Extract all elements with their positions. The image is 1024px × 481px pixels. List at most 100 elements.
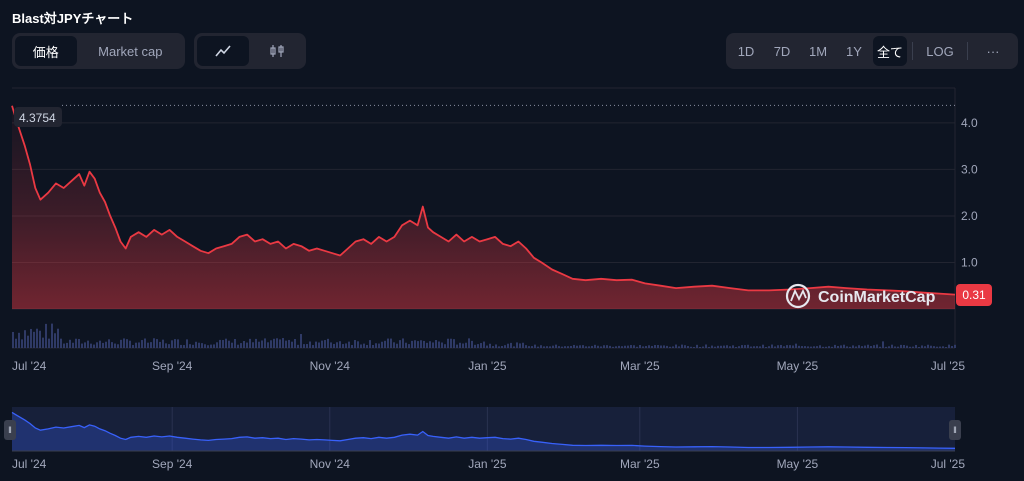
volume-bar	[954, 344, 956, 348]
grip-icon: ‖	[953, 425, 957, 435]
volume-bar	[756, 346, 758, 348]
volume-bar	[810, 346, 812, 348]
volume-bar	[69, 339, 71, 348]
navigator-area	[12, 412, 955, 451]
volume-bar	[96, 342, 98, 348]
volume-bar	[78, 339, 80, 348]
volume-bar	[867, 344, 869, 348]
volume-bar	[210, 344, 212, 348]
volume-bar	[948, 344, 950, 348]
range-1m[interactable]: 1M	[808, 43, 828, 59]
volume-bar	[492, 346, 494, 348]
volume-bar	[300, 334, 302, 348]
volume-bar	[612, 346, 614, 348]
volume-bar	[573, 344, 575, 348]
volume-bar	[420, 340, 422, 348]
volume-bar	[363, 343, 365, 348]
volume-bar	[639, 345, 641, 348]
volume-bar	[468, 338, 470, 348]
volume-bar	[360, 344, 362, 348]
volume-bar	[804, 346, 806, 348]
volume-bar	[12, 331, 14, 348]
line-chart-button[interactable]	[197, 36, 249, 66]
volume-bar	[783, 346, 785, 348]
volume-bar	[327, 338, 329, 348]
volume-bar	[705, 344, 707, 348]
volume-bar	[318, 342, 320, 348]
navigator-x-tick-label: Jan '25	[468, 457, 507, 471]
volume-bar	[744, 345, 746, 348]
volume-bar	[105, 341, 107, 348]
volume-bar	[699, 346, 701, 348]
volume-bar	[645, 346, 647, 348]
volume-bar	[90, 343, 92, 348]
volume-bar	[141, 340, 143, 348]
more-options-button[interactable]: ···	[986, 43, 1000, 59]
volume-bar	[912, 346, 914, 348]
volume-bar	[60, 338, 62, 348]
log-scale-button[interactable]: LOG	[926, 43, 954, 59]
volume-bar	[273, 338, 275, 348]
volume-bar	[600, 346, 602, 348]
range-1y[interactable]: 1Y	[846, 43, 862, 59]
volume-bar	[708, 346, 710, 348]
volume-bar	[366, 344, 368, 348]
volume-bar	[405, 342, 407, 348]
volume-bar	[657, 345, 659, 348]
volume-bar	[447, 338, 449, 348]
volume-bar	[747, 344, 749, 348]
volume-bar	[828, 346, 830, 348]
volume-bar	[387, 338, 389, 348]
candlestick-button[interactable]	[251, 36, 303, 66]
high-price-label: 4.3754	[14, 107, 62, 127]
volume-bar	[903, 344, 905, 348]
volume-bar	[693, 346, 695, 348]
x-axis: Jul '24 Sep '24 Nov '24 Jan '25 Mar '25 May '…	[12, 359, 965, 373]
volume-bar	[189, 344, 191, 348]
tab-price[interactable]: 価格	[15, 36, 77, 66]
volume-bar	[477, 344, 479, 348]
volume-bar	[411, 340, 413, 348]
coinmarketcap-watermark: CoinMarketCap	[785, 283, 936, 309]
volume-bar	[837, 345, 839, 348]
range-all[interactable]: 全て	[873, 36, 907, 66]
volume-bar	[852, 345, 854, 348]
navigator-handle-left[interactable]: ‖	[4, 420, 16, 440]
volume-bar	[138, 342, 140, 348]
tab-market-cap[interactable]: Market cap	[98, 43, 163, 59]
range-7d[interactable]: 7D	[773, 43, 791, 59]
volume-bar	[801, 346, 803, 348]
volume-bar	[483, 341, 485, 348]
navigator	[11, 407, 956, 452]
navigator-handle-right[interactable]: ‖	[949, 420, 961, 440]
watermark-text: CoinMarketCap	[818, 289, 936, 306]
volume-bar	[255, 338, 257, 348]
volume-bar	[321, 340, 323, 348]
volume-bar	[240, 343, 242, 348]
volume-bar	[480, 343, 482, 348]
volume-bar	[636, 346, 638, 348]
range-1d[interactable]: 1D	[737, 43, 755, 59]
volume-bar	[780, 344, 782, 348]
volume-bar	[150, 342, 152, 348]
volume-bar	[291, 341, 293, 348]
range-selector: 1D 7D 1M 1Y 全て LOG ···	[726, 33, 1018, 69]
volume-bar	[462, 343, 464, 348]
volume-bar	[57, 328, 59, 348]
volume-bar	[198, 342, 200, 348]
price-area-fill	[12, 105, 955, 309]
volume-bar	[375, 343, 377, 348]
volume-bar	[603, 345, 605, 348]
volume-bar	[27, 335, 29, 348]
volume-bar	[66, 342, 68, 348]
volume-bar	[183, 345, 185, 348]
volume-bar	[921, 345, 923, 348]
y-tick-label: 2.0	[961, 209, 978, 223]
volume-bar	[687, 346, 689, 348]
volume-bar	[606, 345, 608, 348]
volume-bar	[303, 344, 305, 348]
volume-bar	[909, 346, 911, 348]
volume-bar	[261, 340, 263, 348]
volume-bar	[390, 338, 392, 348]
